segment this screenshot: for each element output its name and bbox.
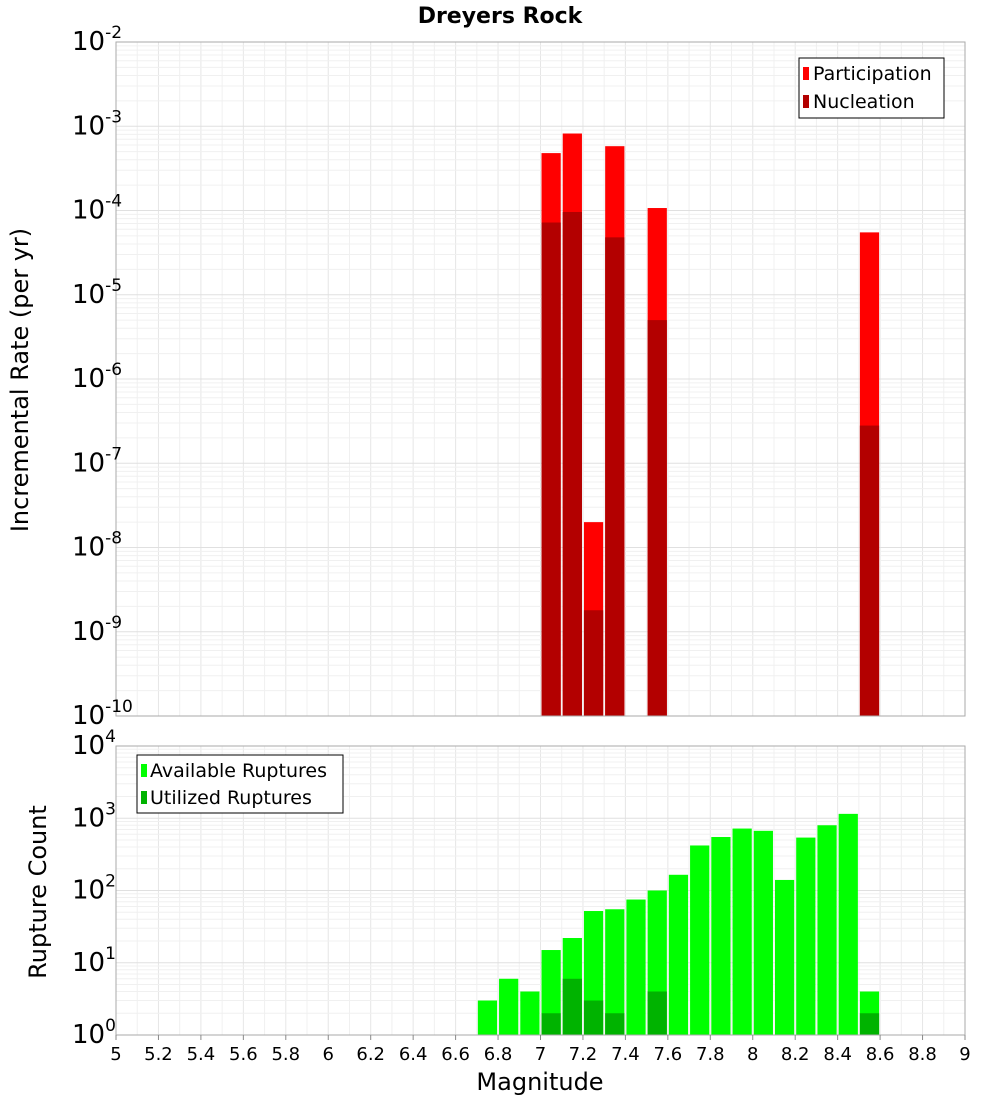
x-tick-label: 7.4 — [611, 1044, 640, 1065]
available-ruptures-bar — [753, 830, 773, 1035]
x-tick-label: 7.2 — [569, 1044, 598, 1065]
bottom-y-tick-label: 100 — [72, 1016, 116, 1050]
legend-utilized-swatch — [141, 791, 147, 804]
bottom-legend: Available Ruptures Utilized Ruptures — [136, 754, 344, 814]
x-tick-label: 7.6 — [654, 1044, 683, 1065]
x-tick-label: 6.2 — [356, 1044, 385, 1065]
utilized-ruptures-bars — [541, 978, 880, 1035]
x-tick-label: 7 — [535, 1044, 546, 1065]
top-legend-box — [798, 57, 945, 119]
top-y-tick-label: 10-6 — [72, 360, 122, 394]
x-tick-label: 9 — [959, 1044, 970, 1065]
top-y-tick-label: 10-3 — [72, 107, 122, 141]
bottom-y-tick-labels: 100 101 102 103 104 — [72, 727, 116, 1050]
available-ruptures-bar — [477, 1000, 498, 1035]
nucleation-bar — [859, 425, 880, 716]
available-ruptures-bar — [838, 813, 858, 1035]
top-y-tick-label: 10-10 — [72, 697, 133, 731]
utilized-ruptures-bar — [605, 1013, 625, 1035]
top-y-tick-label: 10-7 — [72, 444, 122, 478]
available-ruptures-bar — [499, 978, 519, 1035]
nucleation-bar — [562, 211, 582, 716]
x-tick-label: 8.2 — [781, 1044, 810, 1065]
nucleation-bar — [541, 222, 561, 717]
legend-nucleation-label: Nucleation — [813, 91, 915, 113]
utilized-ruptures-bar — [583, 1000, 604, 1035]
bottom-y-tick-label: 101 — [72, 944, 116, 978]
x-tick-label: 5.2 — [144, 1044, 173, 1065]
utilized-ruptures-bar — [647, 991, 667, 1035]
utilized-ruptures-bar — [541, 1013, 561, 1035]
x-tick-label: 6 — [323, 1044, 334, 1065]
top-y-tick-label: 10-2 — [72, 23, 122, 57]
top-y-tick-labels: 10-10 10-9 10-8 10-7 10-6 10-5 10-4 10-3 10-2 — [72, 23, 133, 731]
available-ruptures-bar — [711, 837, 731, 1035]
legend-available-label: Available Ruptures — [150, 760, 327, 782]
nucleation-bars — [541, 211, 880, 717]
bottom-legend-box — [136, 754, 344, 814]
x-tick-label: 6.6 — [441, 1044, 470, 1065]
x-tick-label: 5.6 — [229, 1044, 258, 1065]
x-axis-label: Magnitude — [476, 1068, 603, 1096]
available-ruptures-bar — [817, 825, 837, 1035]
utilized-ruptures-bar — [562, 978, 582, 1035]
nucleation-bar — [647, 320, 667, 716]
legend-participation-swatch — [803, 67, 809, 80]
x-tick-label: 8 — [747, 1044, 758, 1065]
top-y-tick-label: 10-8 — [72, 529, 122, 563]
bottom-y-tick-label: 104 — [72, 727, 116, 761]
nucleation-bar — [583, 610, 604, 716]
legend-available-swatch — [141, 764, 147, 777]
chart-title: Dreyers Rock — [418, 4, 584, 29]
available-ruptures-bar — [774, 879, 795, 1035]
top-legend: Participation Nucleation — [798, 57, 945, 119]
top-panel-grid — [115, 42, 966, 717]
x-tick-label: 6.8 — [484, 1044, 513, 1065]
utilized-ruptures-bar — [859, 1013, 880, 1035]
available-ruptures-bar — [796, 837, 816, 1035]
x-tick-label: 5.8 — [271, 1044, 300, 1065]
x-tick-label: 5 — [110, 1044, 121, 1065]
available-ruptures-bar — [520, 991, 540, 1035]
available-ruptures-bar — [605, 909, 625, 1035]
top-y-tick-label: 10-9 — [72, 613, 122, 647]
top-y-axis-label: Incremental Rate (per yr) — [6, 228, 34, 532]
x-tick-label: 8.4 — [823, 1044, 852, 1065]
top-y-tick-label: 10-5 — [72, 276, 122, 310]
bottom-y-axis-label: Rupture Count — [24, 805, 52, 979]
top-plot-frame — [115, 41, 966, 717]
legend-utilized-label: Utilized Ruptures — [150, 787, 312, 809]
x-tick-label: 8.8 — [908, 1044, 937, 1065]
nucleation-bar — [605, 237, 625, 717]
legend-nucleation-swatch — [803, 95, 809, 108]
x-tick-label: 8.6 — [866, 1044, 895, 1065]
available-ruptures-bar — [732, 828, 752, 1035]
x-tick-label: 7.8 — [696, 1044, 725, 1065]
legend-participation-label: Participation — [813, 63, 932, 85]
top-y-tick-label: 10-4 — [72, 192, 122, 226]
x-tick-label: 6.4 — [399, 1044, 428, 1065]
available-ruptures-bar — [690, 845, 710, 1035]
available-ruptures-bar — [626, 899, 646, 1035]
x-tick-labels: 5 5.2 5.4 5.6 5.8 6 6.2 6.4 6.6 6.8 7 7.2 7.4 7.6 7.8 8… — [110, 1035, 971, 1065]
bottom-y-tick-label: 103 — [72, 799, 116, 833]
bottom-y-tick-label: 102 — [72, 872, 116, 906]
x-tick-label: 5.4 — [187, 1044, 216, 1065]
available-ruptures-bar — [668, 874, 689, 1035]
